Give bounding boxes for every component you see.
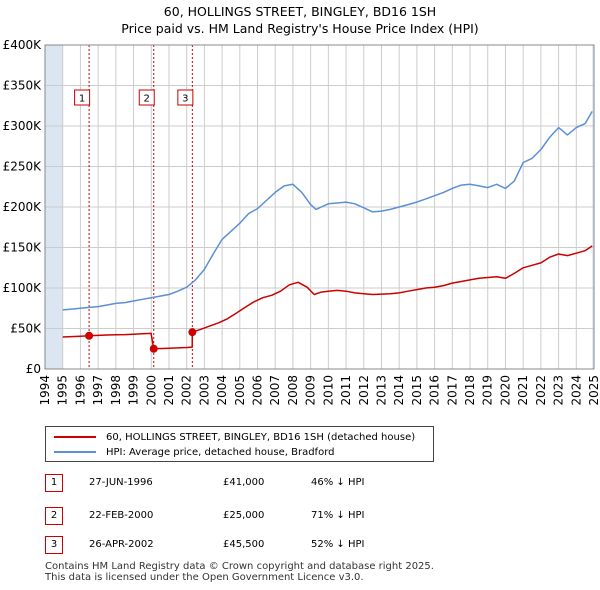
transaction-price: £25,000 <box>223 510 265 521</box>
x-tick-label: 2016 <box>428 375 442 406</box>
x-tick-label: 2005 <box>233 375 247 406</box>
transaction-row: 3 26-APR-2002 £45,500 52% ↓ HPI <box>45 536 545 554</box>
plot-border <box>44 44 595 370</box>
x-tick-label: 2011 <box>339 375 353 406</box>
legend-label-hpi: HPI: Average price, detached house, Brad… <box>106 446 335 458</box>
legend-swatch-hpi <box>54 451 96 453</box>
x-tick-label: 2013 <box>374 375 388 406</box>
sale-number-label: 3 <box>182 94 188 105</box>
x-tick-label: 2018 <box>463 375 477 406</box>
x-tick-label: 2025 <box>587 375 600 406</box>
x-tick-label: 1995 <box>56 375 70 406</box>
hpi-line <box>62 111 593 311</box>
x-tick-label: 2000 <box>144 375 158 406</box>
x-tick-label: 1999 <box>127 375 141 406</box>
footer: Contains HM Land Registry data © Crown c… <box>45 561 434 583</box>
transaction-price: £41,000 <box>223 477 265 488</box>
footer-line2: This data is licensed under the Open Gov… <box>45 572 364 583</box>
price-chart: 1 2 3 £0 £50K £100K £150K £200K £250K £300K £350K £… <box>3 38 600 406</box>
x-tick-label: 2003 <box>197 375 211 406</box>
sale-number-box <box>177 89 194 106</box>
x-tick-label: 2014 <box>392 375 406 406</box>
footer-line1: Contains HM Land Registry data © Crown c… <box>45 561 434 572</box>
transaction-hpi: 52% ↓ HPI <box>311 539 365 550</box>
legend-item-price: 60, HOLLINGS STREET, BINGLEY, BD16 1SH (… <box>54 430 415 444</box>
x-tick-label: 2004 <box>215 375 229 406</box>
x-tick-label: 2020 <box>498 375 512 406</box>
x-tick-label: 2017 <box>445 375 459 406</box>
x-tick-label: 2007 <box>268 375 282 406</box>
sale-marker <box>188 328 197 337</box>
price-paid-line <box>62 245 593 350</box>
transaction-row: 1 27-JUN-1996 £41,000 46% ↓ HPI <box>45 474 545 492</box>
chart-title-line2: Price paid vs. HM Land Registry's House … <box>121 21 479 36</box>
y-tick-label: £0 <box>26 362 41 376</box>
x-tick-label: 2023 <box>552 375 566 406</box>
y-tick-label: £100K <box>3 281 43 295</box>
x-tick-label: 1998 <box>109 375 123 406</box>
x-tick-label: 2008 <box>286 375 300 406</box>
transaction-date: 26-APR-2002 <box>89 539 154 550</box>
sale-marker <box>85 331 94 340</box>
transaction-number: 2 <box>45 507 63 525</box>
x-tick-label: 2002 <box>180 375 194 406</box>
x-tick-label: 1997 <box>91 375 105 406</box>
transaction-price: £45,500 <box>223 539 265 550</box>
y-tick-label: £200K <box>3 200 43 214</box>
x-tick-label: 2009 <box>304 375 318 406</box>
chart-title: 60, HOLLINGS STREET, BINGLEY, BD16 1SH P… <box>0 3 600 37</box>
y-tick-label: £50K <box>10 322 42 336</box>
x-tick-label: 2012 <box>357 375 371 406</box>
y-tick-label: £250K <box>3 160 43 174</box>
transaction-number: 1 <box>45 474 63 492</box>
transaction-date: 27-JUN-1996 <box>89 477 153 488</box>
sale-number-label: 1 <box>79 94 85 105</box>
sale-number-box <box>74 89 91 106</box>
y-tick-label: £400K <box>3 38 43 52</box>
x-tick-label: 2021 <box>516 375 530 406</box>
sale-number-label: 2 <box>144 94 150 105</box>
y-tick-label: £350K <box>3 79 43 93</box>
x-tick-label: 2024 <box>569 375 583 406</box>
transaction-number: 3 <box>45 536 63 554</box>
y-tick-label: £150K <box>3 241 43 255</box>
legend-item-hpi: HPI: Average price, detached house, Brad… <box>54 445 334 459</box>
x-tick-label: 1994 <box>38 375 52 406</box>
transaction-hpi: 46% ↓ HPI <box>311 477 365 488</box>
x-tick-label: 2010 <box>321 375 335 406</box>
x-tick-label: 2022 <box>534 375 548 406</box>
x-tick-label: 2015 <box>410 375 424 406</box>
x-tick-label: 1996 <box>73 375 87 406</box>
legend-swatch-price <box>54 436 96 438</box>
transaction-date: 22-FEB-2000 <box>89 510 154 521</box>
chart-title-line1: 60, HOLLINGS STREET, BINGLEY, BD16 1SH <box>163 4 437 19</box>
x-tick-label: 2001 <box>162 375 176 406</box>
transaction-row: 2 22-FEB-2000 £25,000 71% ↓ HPI <box>45 507 545 525</box>
sale-marker <box>149 344 158 353</box>
x-tick-label: 2019 <box>481 375 495 406</box>
sale-number-box <box>138 89 155 106</box>
legend-label-price: 60, HOLLINGS STREET, BINGLEY, BD16 1SH (… <box>106 431 416 443</box>
y-tick-label: £300K <box>3 119 43 133</box>
legend: 60, HOLLINGS STREET, BINGLEY, BD16 1SH (… <box>45 426 434 462</box>
x-tick-label: 2006 <box>251 375 265 406</box>
transaction-hpi: 71% ↓ HPI <box>311 510 365 521</box>
